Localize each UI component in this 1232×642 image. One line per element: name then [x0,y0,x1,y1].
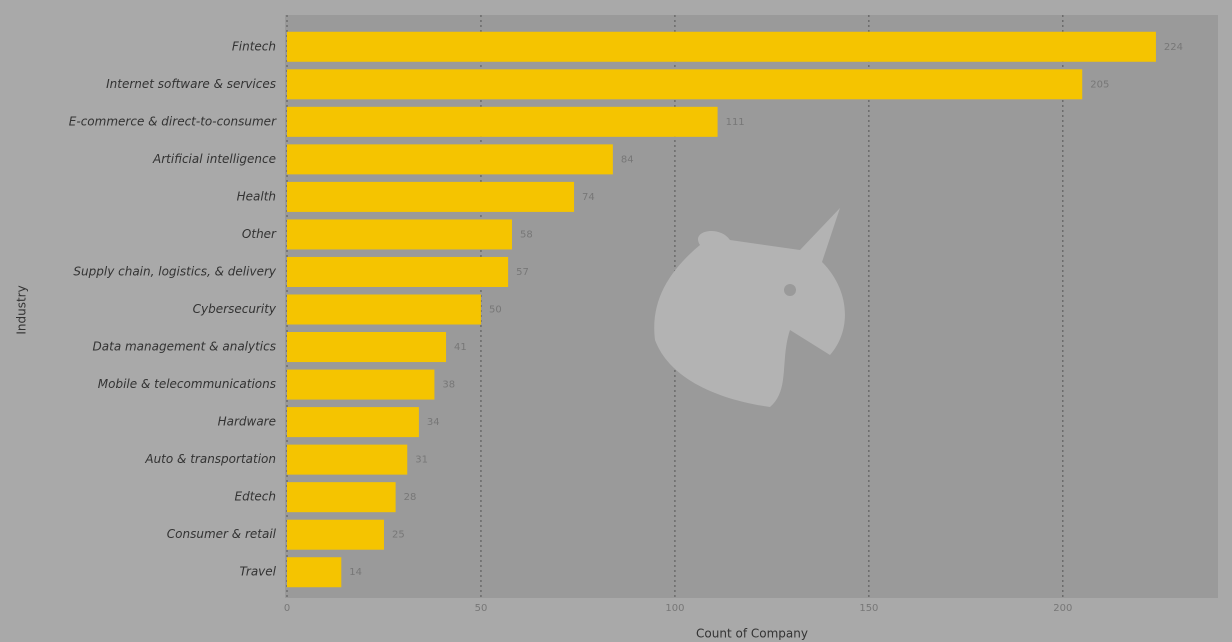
y-tick-label: Supply chain, logistics, & delivery [73,264,276,278]
bar [287,332,447,363]
unicorn-logo [654,208,845,407]
value-label: 205 [1090,79,1109,90]
value-label: 84 [621,154,634,165]
y-tick-label: Hardware [218,415,276,429]
bar [287,219,512,250]
y-tick-label: Consumer & retail [167,527,277,541]
value-label: 34 [427,417,440,428]
y-tick-label: Other [242,227,277,241]
bar [287,106,718,137]
value-label: 25 [392,530,405,541]
value-label: 31 [415,455,428,466]
x-tick-label: 200 [1053,603,1072,614]
value-label: 57 [516,267,529,278]
y-tick-label: Travel [239,565,276,579]
y-tick-label: E-commerce & direct-to-consumer [69,114,277,128]
y-tick-label: Health [237,189,276,203]
value-label: 111 [726,117,745,128]
bar [287,256,509,287]
x-tick-label: 100 [665,603,684,614]
value-label: 38 [442,380,455,391]
bar [287,407,419,438]
bar [287,294,481,325]
value-label: 28 [404,492,417,503]
value-label: 14 [349,567,362,578]
y-axis-title: Industry [15,285,29,334]
x-axis-title: Count of Company [696,627,808,641]
bar [287,69,1083,100]
y-tick-label: Fintech [232,39,276,53]
bar [287,144,613,175]
value-label: 74 [582,192,595,203]
y-tick-label: Mobile & telecommunications [98,377,276,391]
value-label: 224 [1164,42,1183,53]
bar [287,181,575,212]
bar [287,444,408,475]
unicorn-eye [784,284,796,296]
y-tick-label: Artificial intelligence [152,152,276,166]
value-label: 41 [454,342,467,353]
bar [287,31,1156,62]
y-tick-label: Auto & transportation [144,452,276,466]
x-tick-label: 150 [859,603,878,614]
y-tick-label: Edtech [235,490,277,504]
bar [287,482,396,513]
y-tick-label: Internet software & services [106,77,276,91]
value-label: 58 [520,229,533,240]
x-tick-label: 50 [475,603,488,614]
bar [287,557,342,588]
y-tick-label: Cybersecurity [193,302,277,316]
y-tick-label: Data management & analytics [93,340,276,354]
value-label: 50 [489,305,502,316]
bar [287,519,384,550]
x-tick-label: 0 [284,603,290,614]
bar [287,369,435,400]
